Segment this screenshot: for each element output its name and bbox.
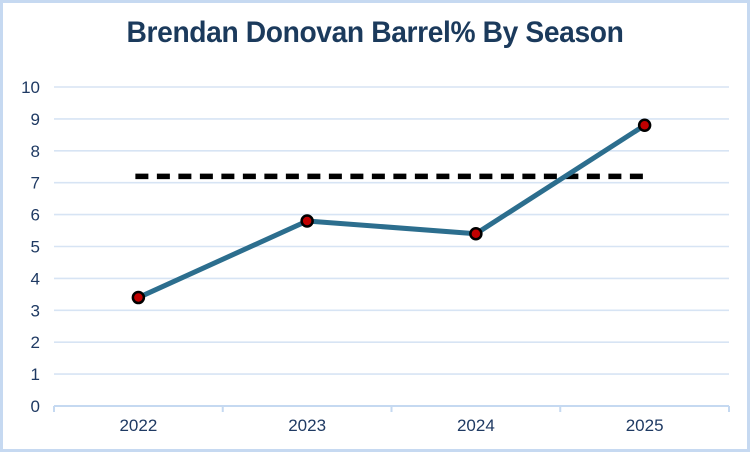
y-axis-label: 3: [31, 301, 40, 320]
x-axis-label: 2022: [119, 416, 157, 435]
y-axis-label: 1: [31, 365, 40, 384]
chart-title: Brendan Donovan Barrel% By Season: [126, 16, 624, 49]
x-axis-label: 2023: [288, 416, 326, 435]
y-axis-label: 10: [21, 78, 40, 97]
y-axis-label: 0: [31, 397, 40, 416]
y-axis-label: 5: [31, 238, 40, 257]
y-axis-label: 8: [31, 142, 40, 161]
y-axis-label: 2: [31, 333, 40, 352]
data-point-2022: [131, 290, 146, 305]
line-chart-plot-area: 0 1 2 3 4 5 6 7 8 9 10 2022 2023 2024 2025: [21, 78, 730, 435]
data-point-2024: [469, 226, 483, 241]
data-point-2025: [637, 118, 652, 133]
y-axis-label: 7: [31, 174, 40, 193]
data-point-2023: [300, 214, 314, 228]
y-axis-label: 4: [31, 269, 40, 288]
y-axis-label: 9: [31, 110, 40, 129]
x-axis-label: 2025: [626, 416, 664, 435]
y-axis-label: 6: [31, 206, 40, 225]
x-axis-label: 2024: [457, 416, 495, 435]
barrel-pct-series-line: [135, 122, 648, 301]
